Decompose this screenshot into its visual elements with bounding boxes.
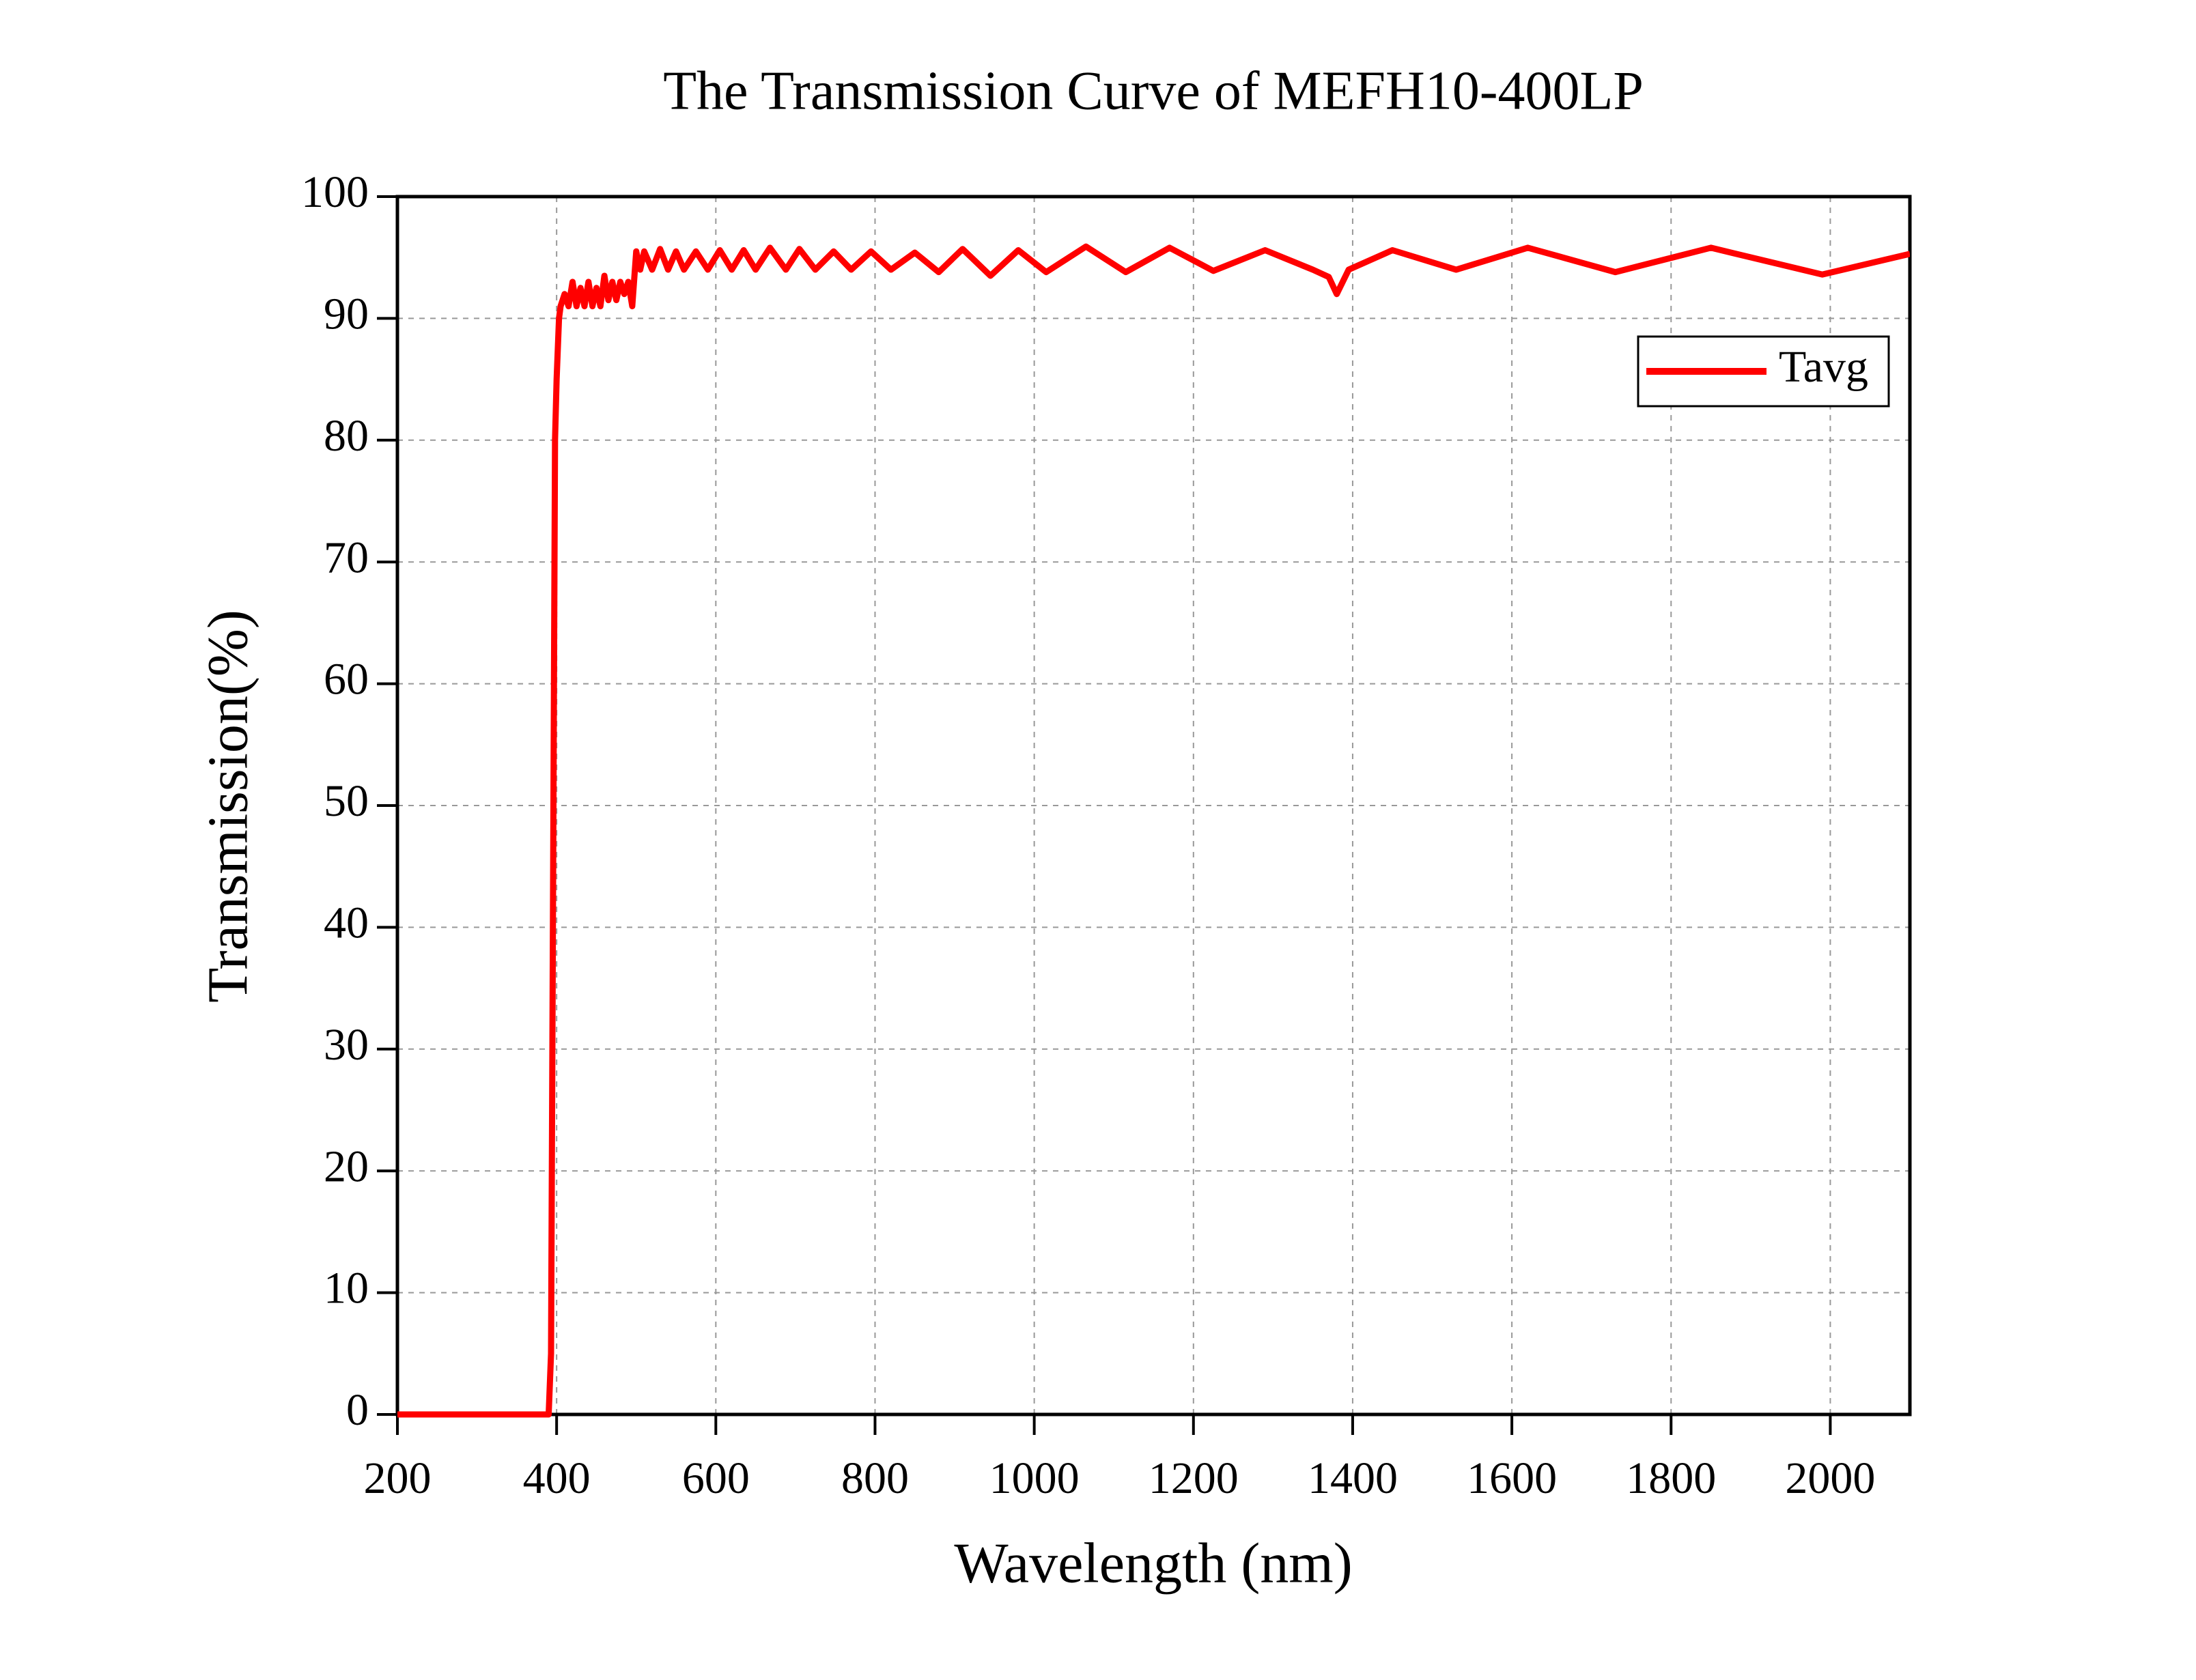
y-tick-label: 20: [324, 1141, 369, 1191]
y-tick-label: 0: [346, 1385, 369, 1435]
y-tick-label: 90: [324, 289, 369, 339]
y-axis-label: Transmission(%): [196, 610, 259, 1003]
y-tick-label: 50: [324, 776, 369, 826]
x-tick-label: 200: [364, 1453, 432, 1503]
chart-title: The Transmission Curve of MEFH10-400LP: [663, 61, 1644, 121]
y-tick-label: 80: [324, 411, 369, 461]
x-tick-label: 600: [682, 1453, 750, 1503]
x-tick-label: 2000: [1785, 1453, 1875, 1503]
x-tick-label: 1000: [989, 1453, 1080, 1503]
x-tick-label: 1200: [1149, 1453, 1239, 1503]
y-tick-label: 40: [324, 898, 369, 948]
y-tick-label: 100: [301, 167, 369, 217]
x-tick-label: 400: [523, 1453, 591, 1503]
y-tick-label: 60: [324, 655, 369, 704]
x-tick-label: 800: [841, 1453, 909, 1503]
data-line: [397, 243, 1910, 1418]
plot-frame: [395, 195, 1912, 1416]
x-tick-label: 1800: [1626, 1453, 1716, 1503]
y-tick-label: 30: [324, 1020, 369, 1070]
x-tick-label: 1600: [1467, 1453, 1557, 1503]
x-tick-label: 1400: [1308, 1453, 1398, 1503]
y-tick-label: 10: [324, 1264, 369, 1313]
y-tick-label: 70: [324, 532, 369, 582]
legend-label: Tavg: [1779, 342, 1868, 392]
x-axis-label: Wavelength (nm): [954, 1531, 1352, 1595]
